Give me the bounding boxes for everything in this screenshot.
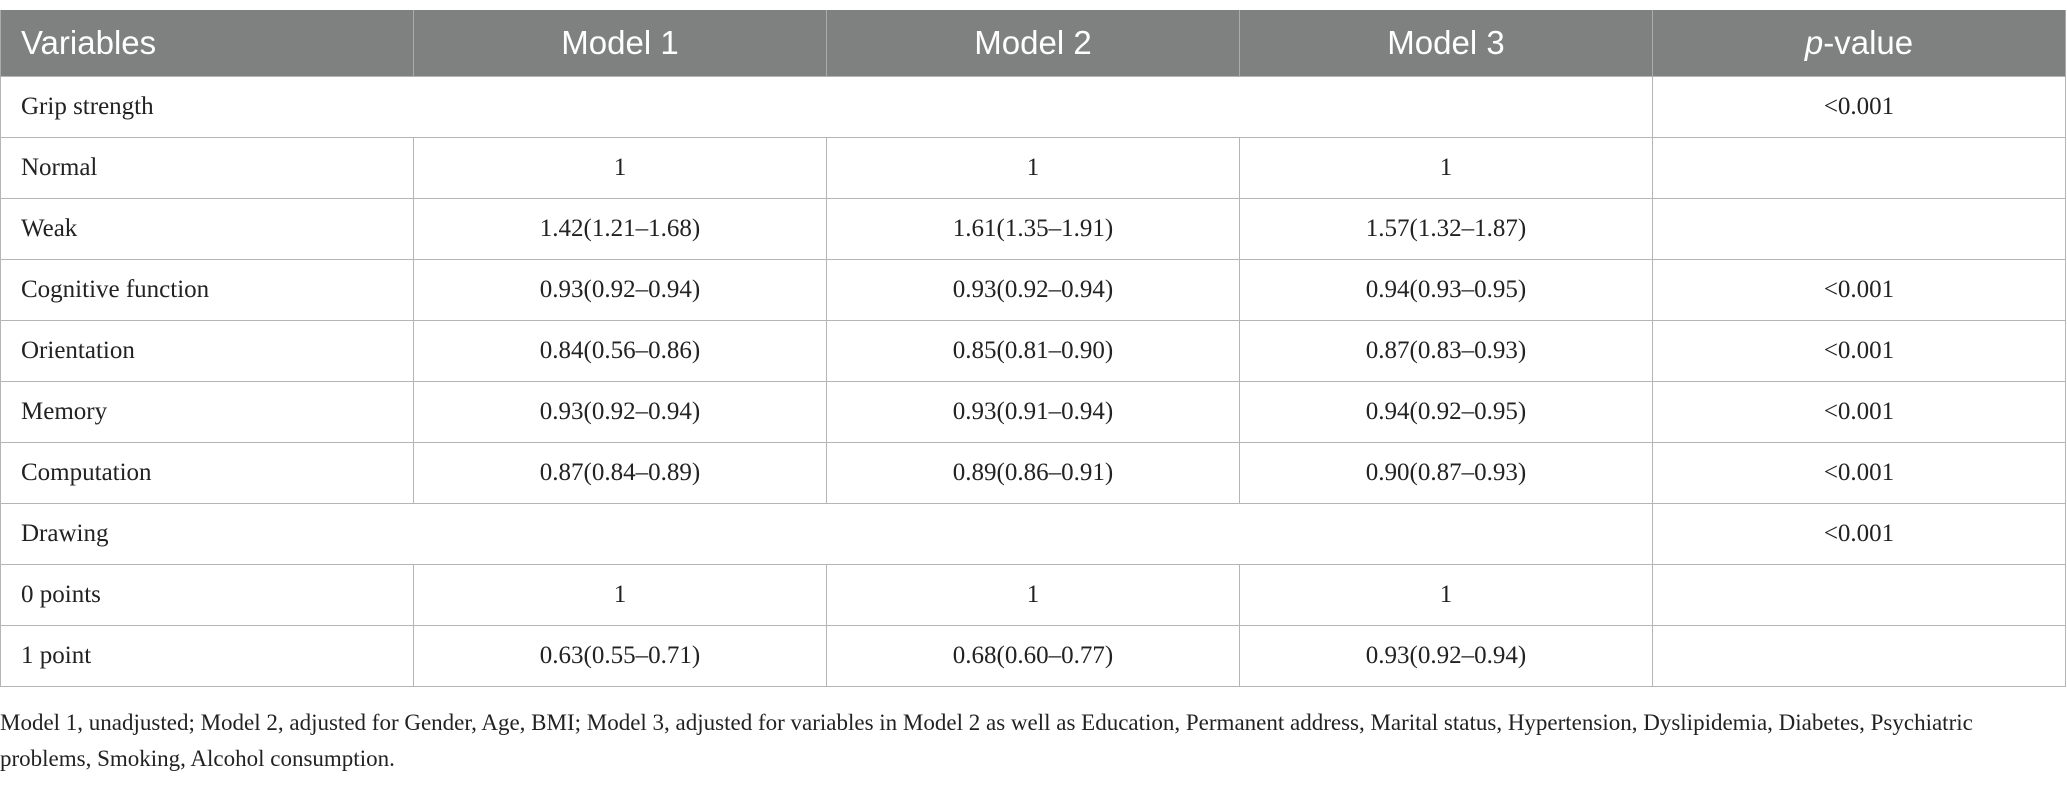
row-label: Grip strength: [0, 76, 1653, 138]
table-body: Grip strength <0.001 Normal 1 1 1 Weak 1.42(1.2…: [0, 76, 2066, 687]
row-label: Weak: [0, 198, 414, 260]
model-cell: 0.94(0.92–0.95): [1239, 381, 1653, 443]
model-cell: 0.85(0.81–0.90): [826, 320, 1240, 382]
row-label: Drawing: [0, 503, 1653, 565]
row-label: Cognitive function: [0, 259, 414, 321]
header-italic: p: [1804, 24, 1824, 61]
table-row: Memory 0.93(0.92–0.94) 0.93(0.91–0.94) 0.94…: [0, 381, 2066, 443]
model-cell: 0.89(0.86–0.91): [826, 442, 1240, 504]
p-value-cell: [1652, 625, 2066, 687]
model-cell: 1: [413, 564, 827, 626]
p-value-cell: <0.001: [1652, 76, 2066, 138]
row-label: 1 point: [0, 625, 414, 687]
table-row: Weak 1.42(1.21–1.68) 1.61(1.35–1.91) 1.57(1…: [0, 198, 2066, 260]
p-value-cell: <0.001: [1652, 259, 2066, 321]
p-value-cell: [1652, 198, 2066, 260]
model-cell: 0.87(0.83–0.93): [1239, 320, 1653, 382]
header-cell: p-value: [1652, 10, 2066, 77]
model-cell: 1.57(1.32–1.87): [1239, 198, 1653, 260]
table-row: 0 points 1 1 1: [0, 564, 2066, 626]
model-cell: 1: [413, 137, 827, 199]
model-cell: 1: [826, 137, 1240, 199]
table-row: Grip strength <0.001: [0, 76, 2066, 138]
p-value-cell: [1652, 564, 2066, 626]
p-value-cell: <0.001: [1652, 442, 2066, 504]
row-label: Computation: [0, 442, 414, 504]
model-cell: 1: [826, 564, 1240, 626]
model-cell: 1.42(1.21–1.68): [413, 198, 827, 260]
model-cell: 0.90(0.87–0.93): [1239, 442, 1653, 504]
row-label: Memory: [0, 381, 414, 443]
table-header: Variables Model 1 Model 2 Model 3 p-value: [0, 10, 2066, 77]
model-cell: 1: [1239, 137, 1653, 199]
model-cell: 0.63(0.55–0.71): [413, 625, 827, 687]
model-cell: 0.93(0.92–0.94): [413, 259, 827, 321]
footnote: Model 1, unadjusted; Model 2, adjusted f…: [0, 710, 1973, 771]
model-cell: 0.94(0.93–0.95): [1239, 259, 1653, 321]
model-cell: 0.87(0.84–0.89): [413, 442, 827, 504]
model-cell: 1.61(1.35–1.91): [826, 198, 1240, 260]
table-row: Orientation 0.84(0.56–0.86) 0.85(0.81–0.90…: [0, 320, 2066, 382]
p-value-cell: <0.001: [1652, 503, 2066, 565]
header-cell: Model 2: [826, 10, 1240, 77]
row-label: 0 points: [0, 564, 414, 626]
table-row: Drawing <0.001: [0, 503, 2066, 565]
model-cell: 0.68(0.60–0.77): [826, 625, 1240, 687]
model-cell: 0.93(0.91–0.94): [826, 381, 1240, 443]
header-row: Variables Model 1 Model 2 Model 3 p-value: [0, 10, 2066, 77]
header-cell: Model 1: [413, 10, 827, 77]
table-row: 1 point 0.63(0.55–0.71) 0.68(0.60–0.77) 0.9…: [0, 625, 2066, 687]
model-cell: 0.84(0.56–0.86): [413, 320, 827, 382]
p-value-cell: [1652, 137, 2066, 199]
model-cell: 0.93(0.92–0.94): [826, 259, 1240, 321]
header-cell: Model 3: [1239, 10, 1653, 77]
model-cell: 0.93(0.92–0.94): [413, 381, 827, 443]
model-cell: 1: [1239, 564, 1653, 626]
model-cell: 0.93(0.92–0.94): [1239, 625, 1653, 687]
table-row: Normal 1 1 1: [0, 137, 2066, 199]
p-value-cell: <0.001: [1652, 320, 2066, 382]
row-label: Orientation: [0, 320, 414, 382]
header-cell: Variables: [0, 10, 414, 77]
p-value-cell: <0.001: [1652, 381, 2066, 443]
row-label: Normal: [0, 137, 414, 199]
table-row: Cognitive function 0.93(0.92–0.94) 0.93(0.…: [0, 259, 2066, 321]
table-row: Computation 0.87(0.84–0.89) 0.89(0.86–0.91…: [0, 442, 2066, 504]
header-text: -value: [1823, 24, 1914, 61]
results-table: Variables Model 1 Model 2 Model 3 p-value Gr…: [0, 10, 2066, 687]
